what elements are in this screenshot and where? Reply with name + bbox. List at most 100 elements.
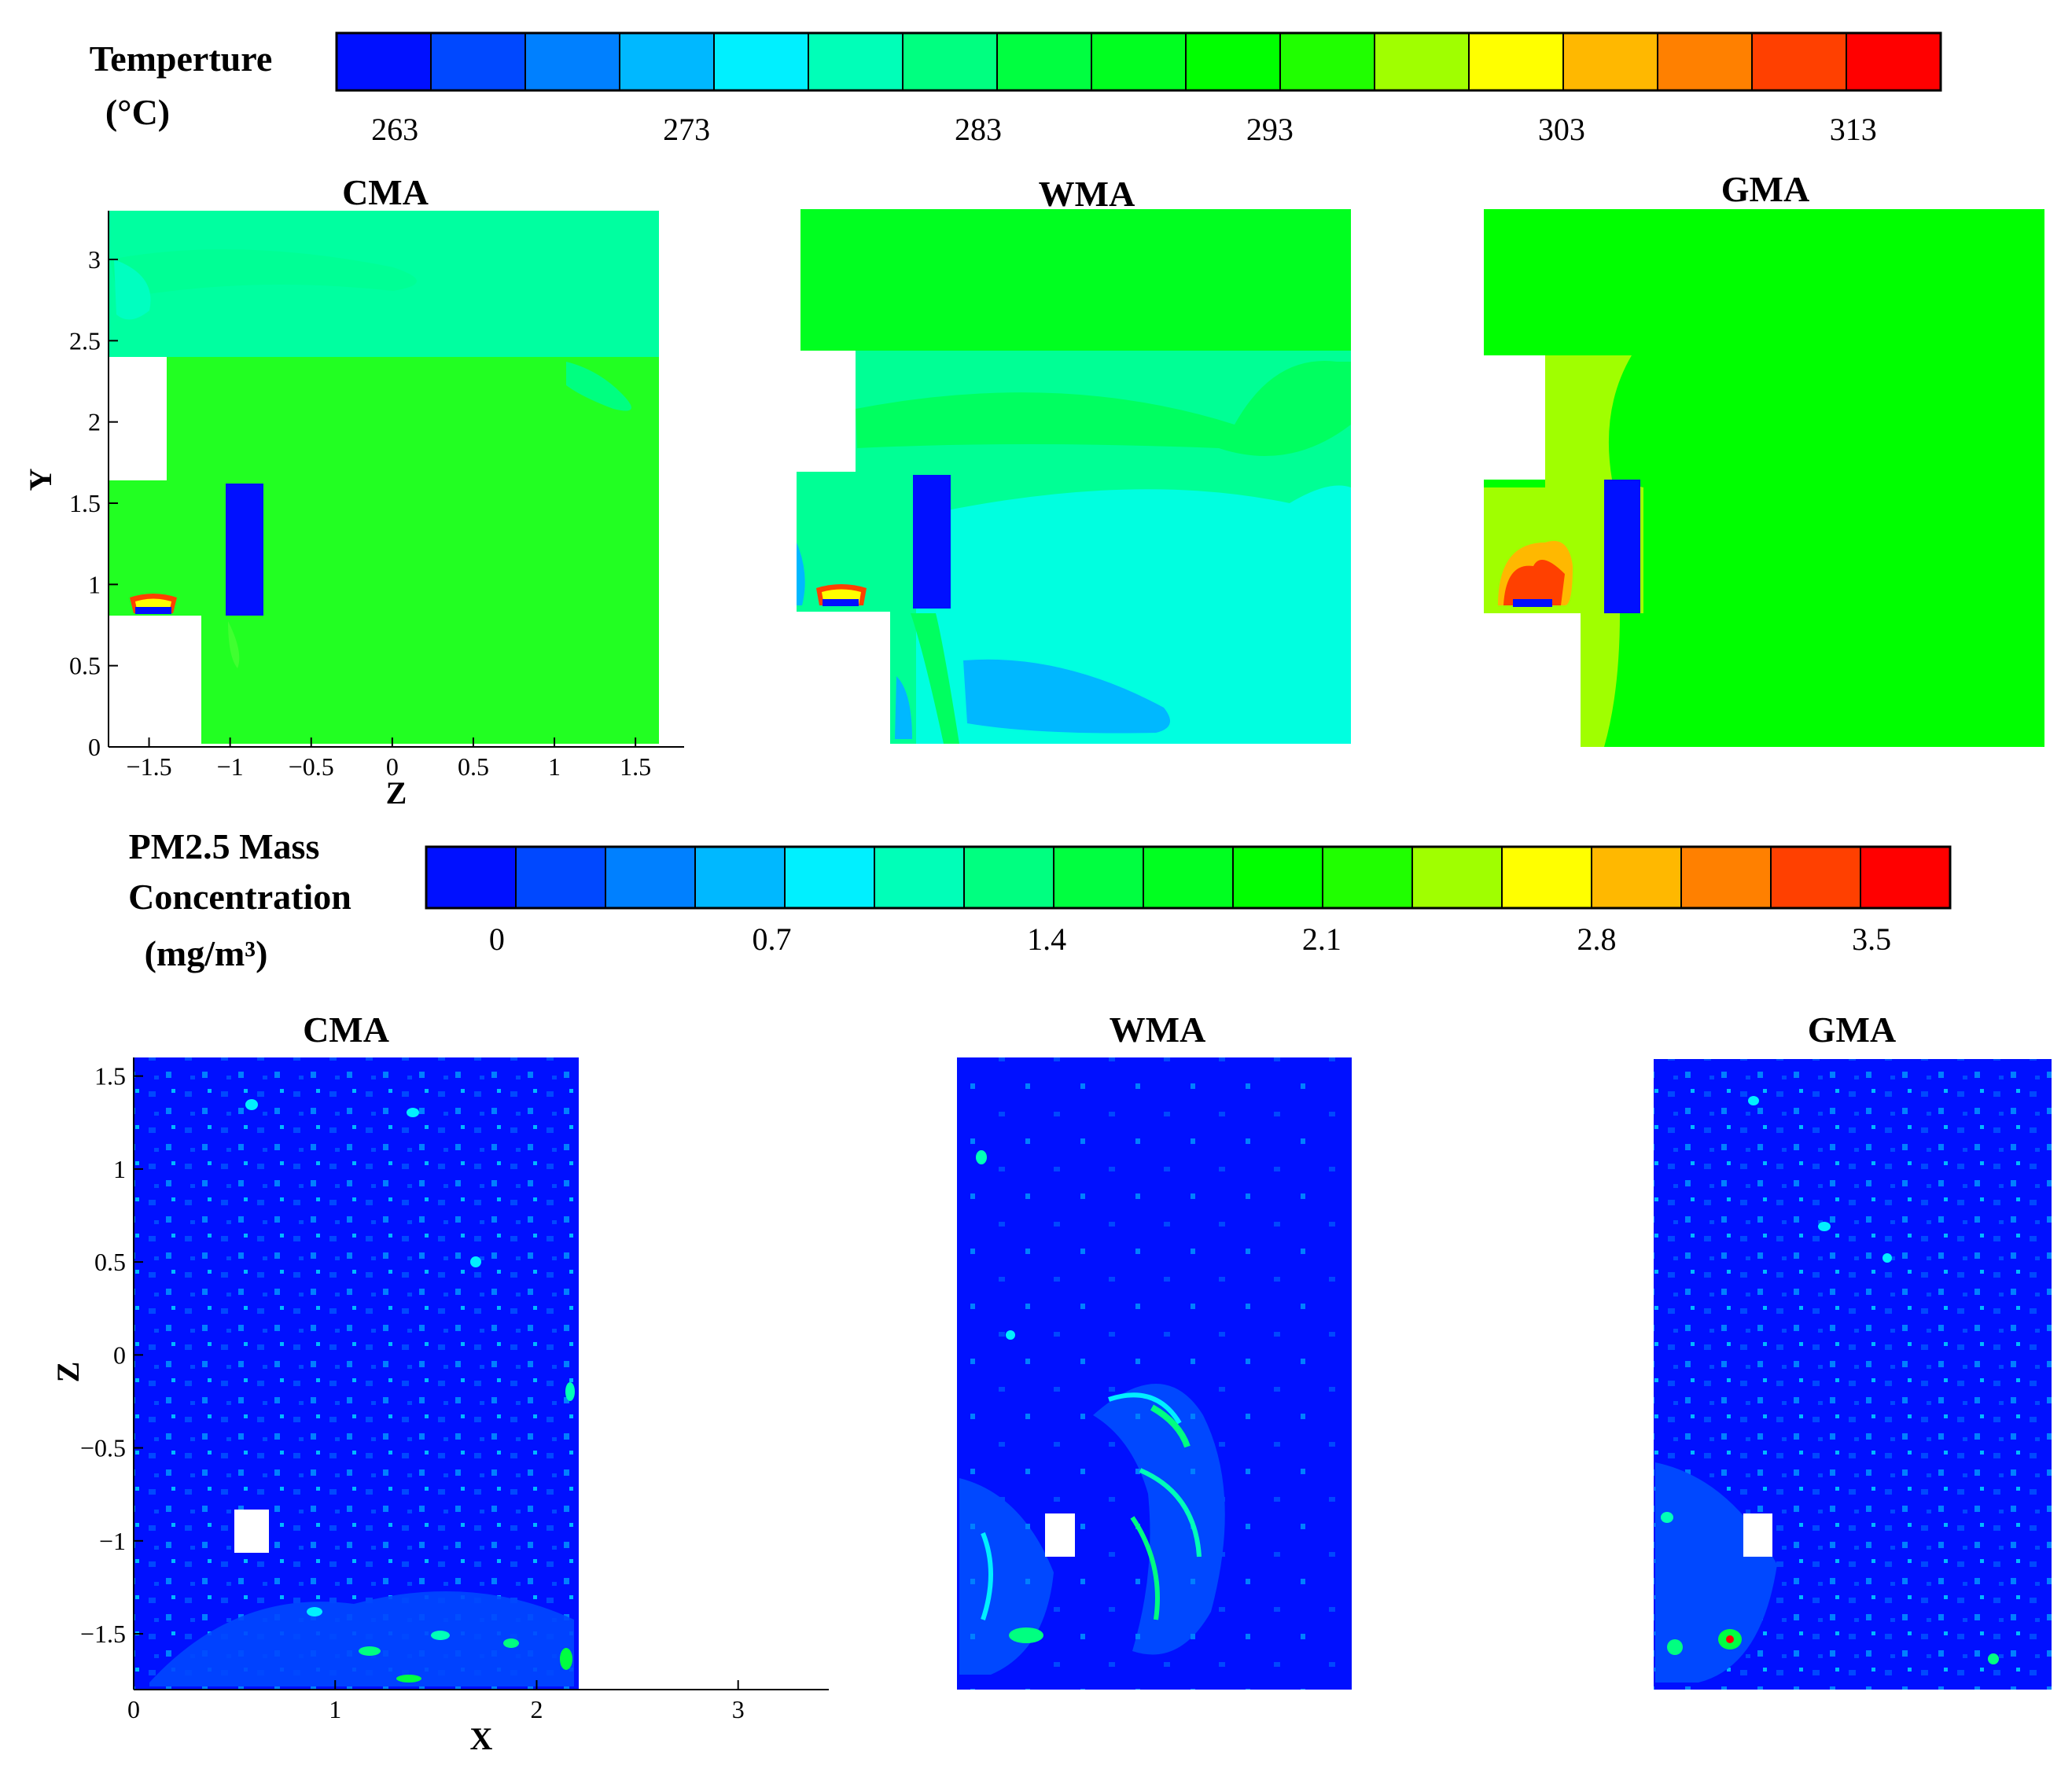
gma-radiator — [1604, 480, 1640, 613]
pm-wma-streak — [1130, 1516, 1160, 1620]
pm25-colorbar-band — [605, 846, 696, 909]
cma-heater-base — [135, 607, 171, 614]
pm25-colorbar-band — [963, 846, 1054, 909]
pm-tick-0: 0 — [489, 921, 505, 957]
temperature-colorbar-frame — [335, 31, 1942, 92]
pm-gma-hotspots — [1661, 1096, 1999, 1664]
pm25-panel-gma-title: GMA — [1808, 1010, 1896, 1050]
gma-heater-hot — [1503, 560, 1565, 605]
pm-cma-hotspot — [307, 1607, 322, 1616]
pm-gma-hotspot — [1661, 1512, 1673, 1523]
temp-ytick-label: 0.5 — [69, 652, 101, 680]
pm-cma-hotspot — [470, 1256, 481, 1267]
temp-ytick-label: 2.5 — [69, 326, 101, 355]
cma-window-opening — [109, 357, 167, 480]
temperature-colorbar-band — [336, 32, 432, 91]
pm-xtick-label: 2 — [530, 1695, 543, 1723]
temperature-colorbar-band — [1751, 32, 1847, 91]
pm25-axes: 0 1 2 3 1.5 1 0.5 0 −0.5 −1 −1.5 — [80, 1057, 829, 1723]
pm25-colorbar-unit: (mg/m³) — [145, 933, 268, 973]
pm-gma-obstacle — [1743, 1513, 1772, 1557]
temp-ytick-label: 0 — [88, 733, 101, 761]
pm-cma-hotspot — [359, 1646, 381, 1656]
temperature-panel-wma-title: WMA — [1039, 174, 1135, 214]
pm25-colorbar-bands — [425, 845, 1952, 910]
cma-upper-eddy — [110, 249, 417, 299]
pm-wma-streak — [981, 1532, 993, 1620]
temperature-panel-gma-title: GMA — [1721, 169, 1809, 209]
pm-ytick-label: 0 — [113, 1341, 126, 1369]
temp-x-axis-label: Z — [386, 775, 407, 811]
temp-xtick-label: 0 — [386, 752, 399, 781]
pm-gma-hotspot — [1667, 1639, 1683, 1655]
pm-ytick-label: 1 — [113, 1155, 126, 1183]
pm-cma-hotspot — [407, 1108, 419, 1117]
temp-xtick-label: 1.5 — [620, 752, 651, 781]
temp-ytick-label: 1 — [88, 570, 101, 598]
pm-cma-hotspot — [431, 1631, 450, 1640]
wma-radiator-plume — [911, 613, 959, 744]
temp-ytick-label: 2 — [88, 408, 101, 436]
pm-ytick-label: 0.5 — [94, 1248, 126, 1276]
temperature-colorbar-bands — [335, 31, 1942, 92]
temperature-colorbar-band — [1846, 32, 1941, 91]
temp-tick-273: 273 — [663, 112, 710, 147]
temperature-colorbar-band — [808, 32, 904, 91]
wma-window-opening — [800, 351, 856, 472]
temp-xtick-label: 0.5 — [458, 752, 489, 781]
pm25-panel-gma: GMA — [1654, 1010, 2052, 1690]
pm25-colorbar-band — [1770, 846, 1861, 909]
temperature-colorbar-title: Temperture — [90, 39, 273, 79]
temperature-panel-gma: GMA — [1484, 169, 2044, 747]
pm-wma-hotspots — [976, 1150, 1202, 1643]
pm-gma-hotspot — [1988, 1653, 1999, 1664]
temperature-colorbar-band — [996, 32, 1092, 91]
pm25-colorbar-band — [425, 846, 517, 909]
temperature-colorbar-band — [524, 32, 620, 91]
pm25-colorbar-band — [1680, 846, 1772, 909]
pm-gma-hotspot — [1882, 1253, 1892, 1263]
temperature-panel-cma-title: CMA — [342, 172, 429, 212]
wma-heater-base — [823, 599, 859, 606]
temp-tick-263: 263 — [371, 112, 418, 147]
pm-cma-floor-band — [149, 1591, 574, 1686]
temperature-colorbar-band — [1468, 32, 1564, 91]
pm-xtick-label: 0 — [127, 1695, 140, 1723]
pm25-panel-cma-title: CMA — [303, 1010, 389, 1050]
pm25-colorbar-band — [784, 846, 875, 909]
temperature-colorbar-band — [1279, 32, 1375, 91]
temperature-panel-wma: WMA — [797, 174, 1351, 744]
temperature-axes: −1.5 −1 −0.5 0 0.5 1 1.5 0 0.5 1 1.5 2 2… — [69, 211, 684, 781]
cma-radiator — [226, 484, 263, 616]
pm-xtick-label: 3 — [732, 1695, 745, 1723]
temp-tick-283: 283 — [955, 112, 1002, 147]
pm25-colorbar-band — [1322, 846, 1413, 909]
wma-wall-cool — [797, 542, 805, 605]
temp-xtick-label: −1 — [217, 752, 244, 781]
pm-ytick-label: −1 — [99, 1527, 126, 1555]
pm25-colorbar-band — [515, 846, 606, 909]
gma-warm-plume — [1545, 355, 1643, 747]
cma-wall-step — [109, 616, 201, 744]
pm-cma-speckle — [134, 1057, 579, 1690]
pm-cma-hotspot — [396, 1675, 421, 1683]
pm-tick-1.4: 1.4 — [1027, 921, 1066, 957]
temp-y-axis-label: Y — [23, 468, 58, 491]
temperature-colorbar-band — [1562, 32, 1658, 91]
gma-window-opening — [1484, 355, 1545, 480]
temp-ytick-label: 1.5 — [69, 489, 101, 517]
pm-y-axis-label: Z — [50, 1362, 86, 1383]
temperature-colorbar-band — [1185, 32, 1281, 91]
pm-gma-hotspot — [1748, 1096, 1759, 1105]
pm25-colorbar-band — [694, 846, 786, 909]
pm25-panel-wma-title: WMA — [1110, 1010, 1206, 1050]
pm25-panel-wma: WMA — [957, 1010, 1352, 1690]
wma-cold-corner — [895, 676, 912, 739]
pm25-colorbar-title: PM2.5 Mass — [129, 826, 320, 866]
pm25-colorbar-ticks: 0 0.7 1.4 2.1 2.8 3.5 — [489, 921, 1891, 957]
temperature-colorbar: Temperture (°C) 263 273 283 293 303 313 — [90, 31, 1942, 147]
wma-mid-band — [856, 361, 1351, 456]
pm25-colorbar-band — [1501, 846, 1592, 909]
pm-cma-hotspot — [560, 1648, 572, 1670]
